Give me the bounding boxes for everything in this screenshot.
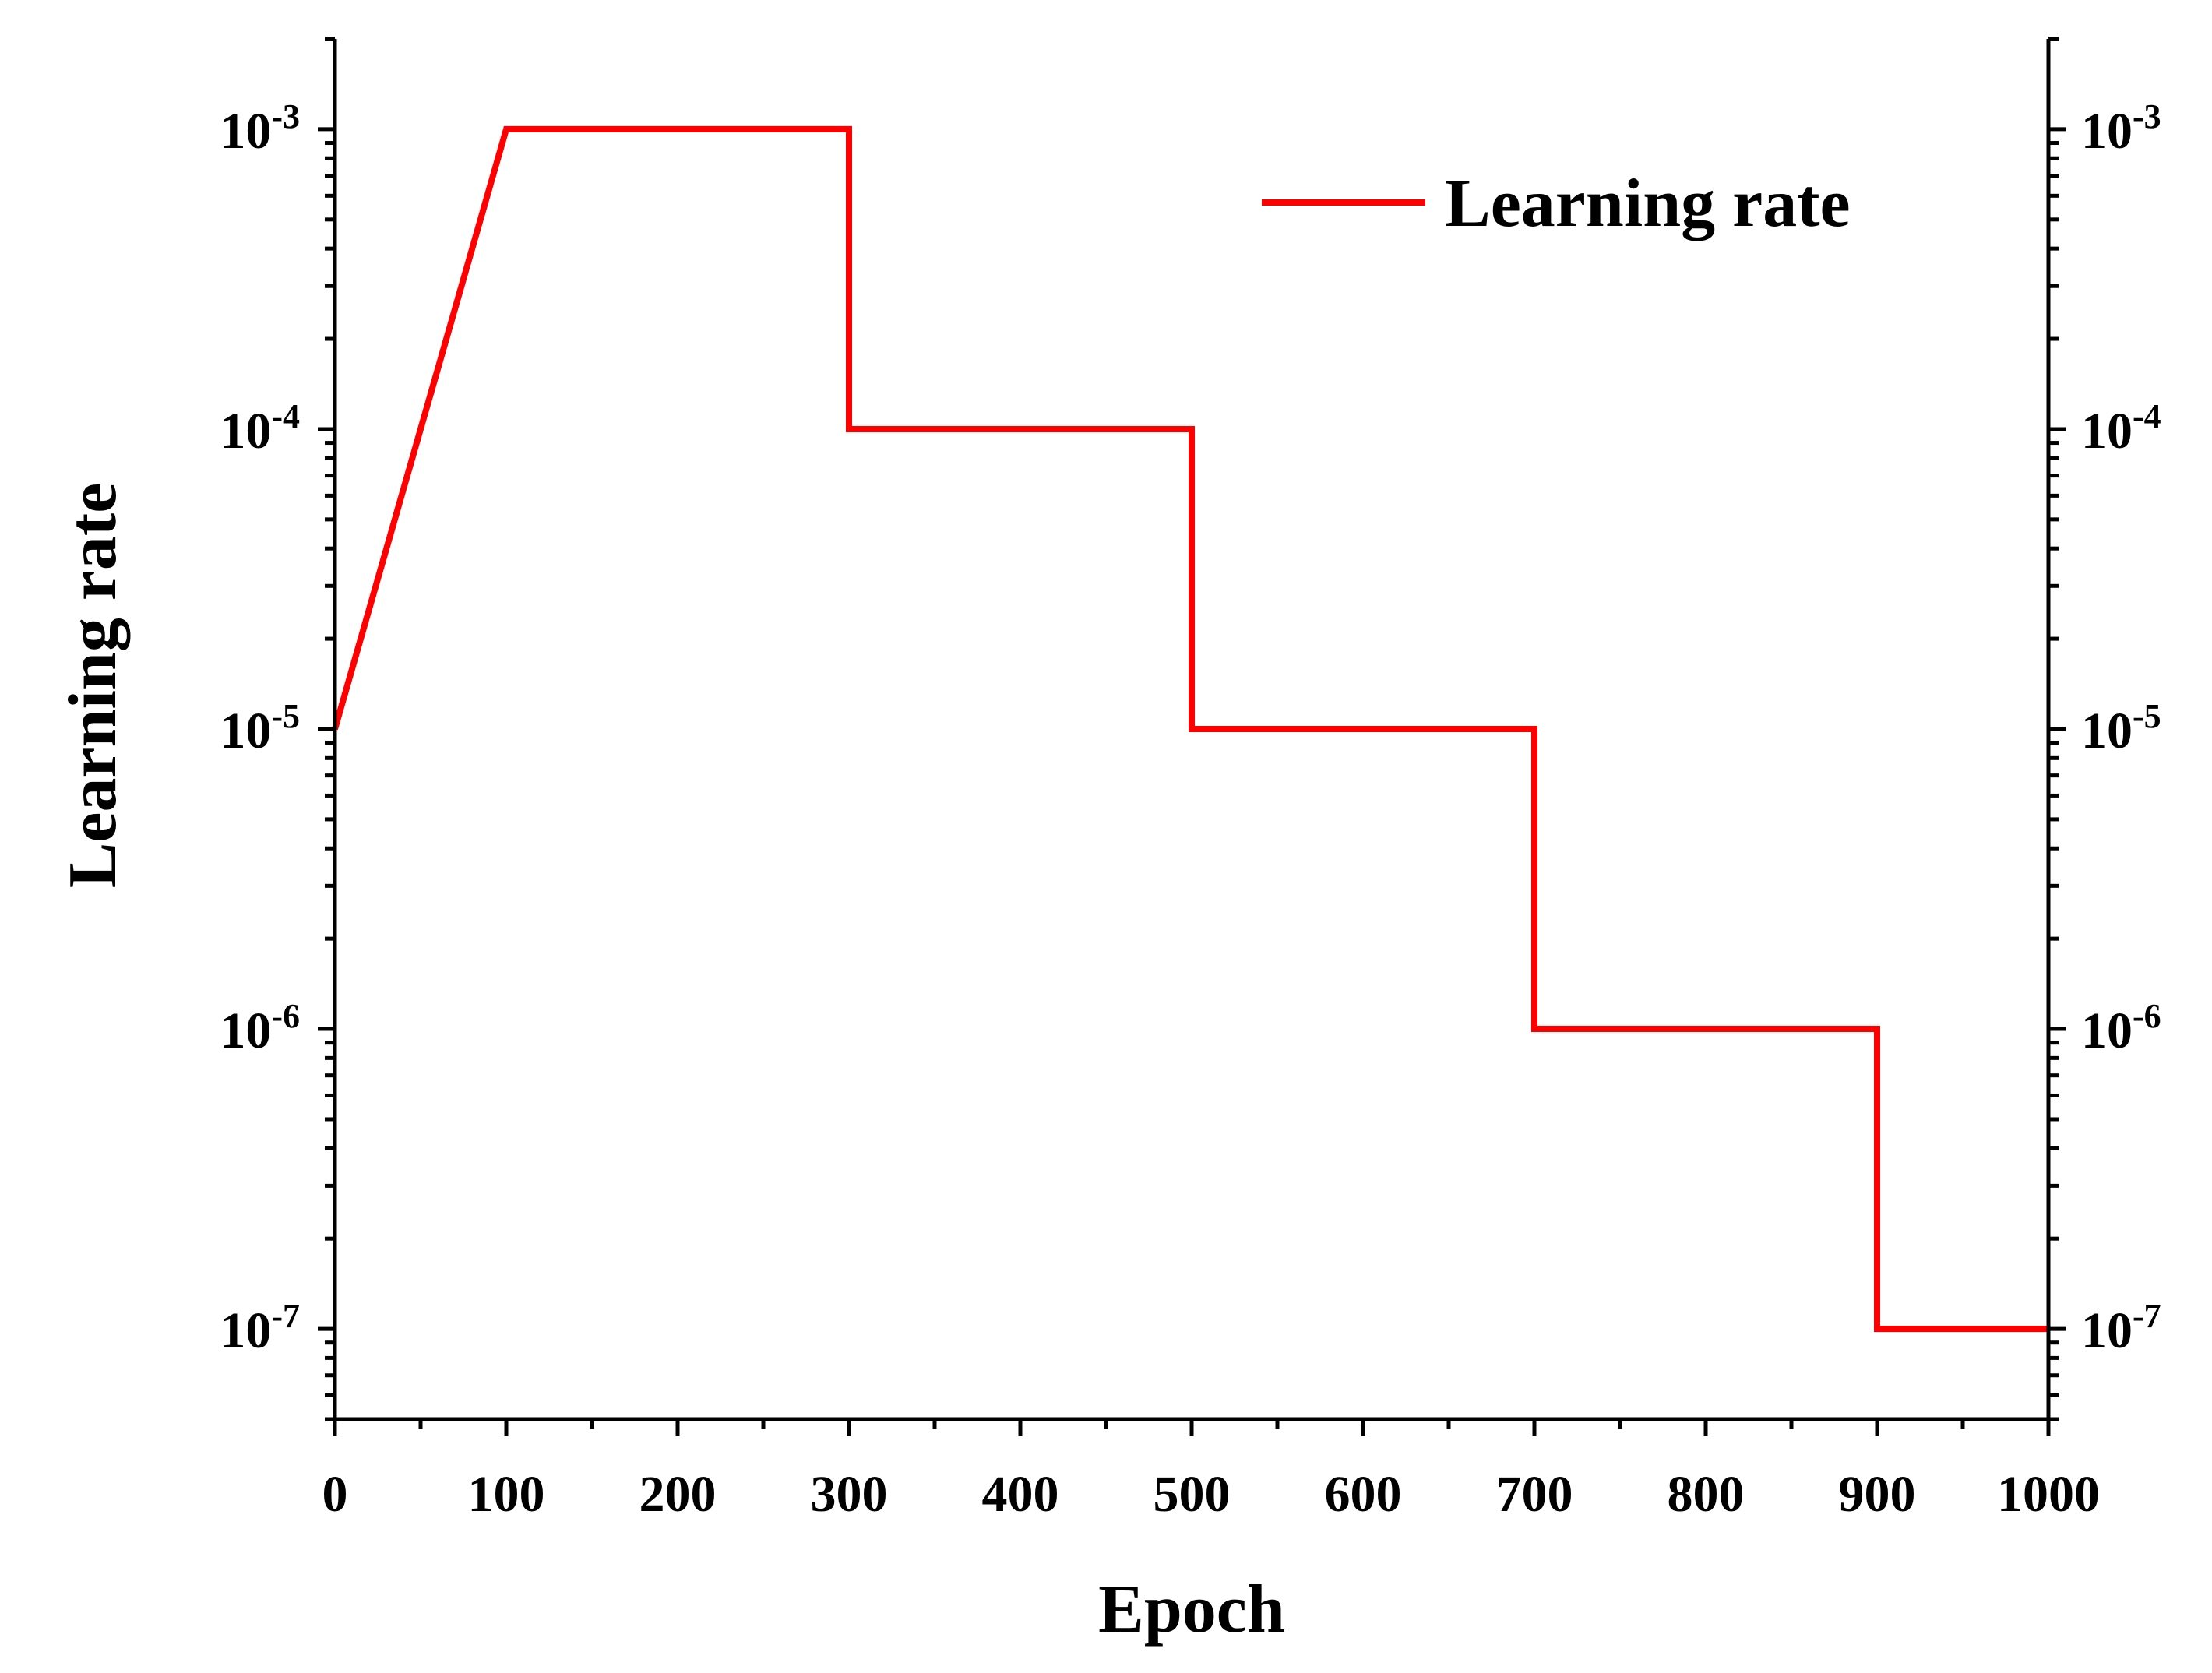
x-tick-label: 400 (982, 1466, 1059, 1523)
x-tick-label: 700 (1496, 1466, 1573, 1523)
y-left-tick-label: 10-7 (220, 1297, 300, 1359)
x-tick-label: 200 (639, 1466, 717, 1523)
y-right-tick-label: 10-6 (2081, 997, 2161, 1059)
x-tick-label: 300 (811, 1466, 888, 1523)
y-right-tick-label: 10-5 (2081, 697, 2161, 759)
legend: Learning rate (1262, 166, 1851, 241)
y-left-tick-label: 10-4 (220, 397, 300, 460)
series-layer (332, 125, 2048, 1333)
x-tick-label: 1000 (1997, 1466, 2100, 1523)
y-right-tick-label: 10-3 (2081, 97, 2161, 160)
series-line-learning-rate (332, 125, 2048, 1333)
x-tick-label: 100 (468, 1466, 545, 1523)
x-axis-title: Epoch (1098, 1572, 1285, 1647)
ticks-layer (318, 37, 2066, 1436)
labels-layer: 0 100 200 300 400 500 600 700 800 900 1000 10-7 10-7… (220, 97, 2161, 1523)
y-left-tick-label: 10-5 (220, 697, 300, 759)
x-tick-label: 900 (1839, 1466, 1916, 1523)
x-tick-label: 0 (322, 1466, 348, 1523)
y-axis-title: Learning rate (55, 483, 131, 889)
x-tick-label: 600 (1325, 1466, 1402, 1523)
y-left-tick-label: 10-3 (220, 97, 300, 160)
y-right-tick-label: 10-7 (2081, 1297, 2161, 1359)
y-right-tick-label: 10-4 (2081, 397, 2161, 460)
legend-label: Learning rate (1445, 166, 1851, 241)
x-tick-label: 800 (1668, 1466, 1745, 1523)
x-tick-label: 500 (1154, 1466, 1231, 1523)
y-left-tick-label: 10-6 (220, 997, 300, 1059)
